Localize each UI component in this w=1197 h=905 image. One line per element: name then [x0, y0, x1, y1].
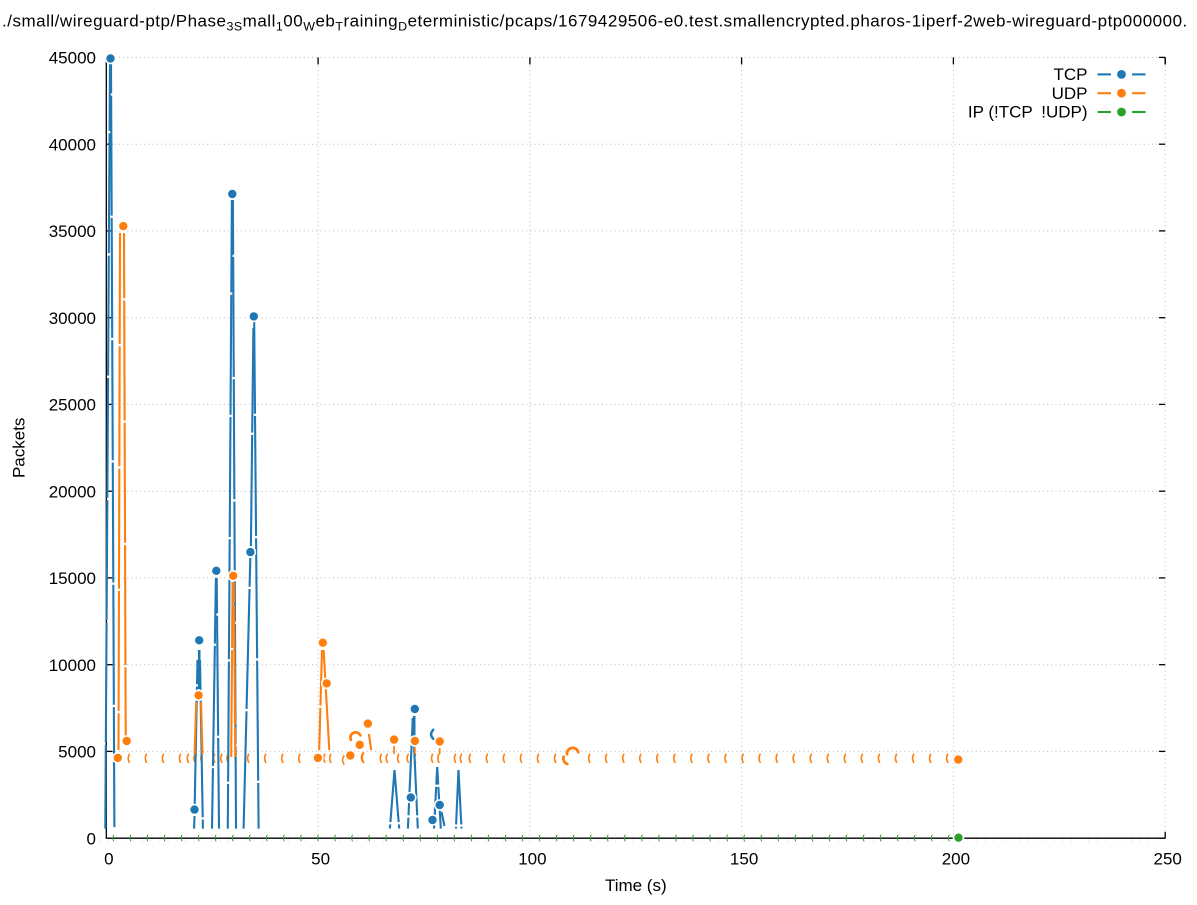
svg-text:UDP: UDP — [1052, 84, 1088, 103]
svg-text:200: 200 — [942, 850, 970, 869]
svg-text:IP (!TCP !UDP): IP (!TCP !UDP) — [968, 103, 1088, 122]
svg-text:0: 0 — [104, 850, 113, 869]
svg-text:Time (s): Time (s) — [605, 876, 667, 895]
svg-text:40000: 40000 — [49, 135, 96, 154]
svg-text:TCP: TCP — [1054, 65, 1088, 84]
svg-text:50: 50 — [311, 850, 330, 869]
svg-text:35000: 35000 — [49, 222, 96, 241]
svg-text:30000: 30000 — [49, 309, 96, 328]
svg-text:25000: 25000 — [49, 396, 96, 415]
svg-text:20000: 20000 — [49, 482, 96, 501]
svg-text:10000: 10000 — [49, 656, 96, 675]
svg-text:./small/wireguard-ptp/Phase3​S: ./small/wireguard-ptp/Phase3​S​mall1​00W… — [2, 12, 1188, 34]
svg-text:0: 0 — [87, 829, 96, 848]
svg-text:45000: 45000 — [49, 49, 96, 68]
svg-text:15000: 15000 — [49, 569, 96, 588]
svg-text:250: 250 — [1154, 850, 1182, 869]
svg-text:150: 150 — [730, 850, 758, 869]
svg-text:5000: 5000 — [58, 743, 96, 762]
svg-text:Packets: Packets — [10, 418, 29, 478]
svg-text:100: 100 — [518, 850, 546, 869]
